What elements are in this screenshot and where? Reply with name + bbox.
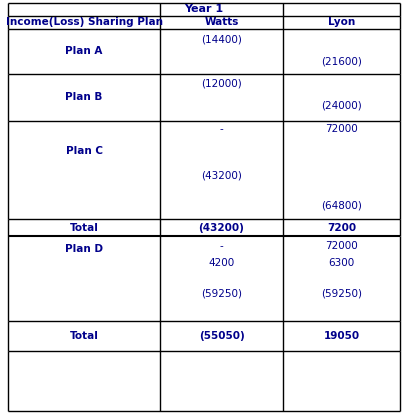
Text: Plan A: Plan A xyxy=(65,47,103,57)
Text: Plan D: Plan D xyxy=(65,244,103,254)
Text: (59250): (59250) xyxy=(321,289,362,299)
Text: (59250): (59250) xyxy=(201,289,242,299)
Text: Total: Total xyxy=(70,331,98,341)
Text: (43200): (43200) xyxy=(199,222,245,233)
Text: Total: Total xyxy=(70,222,98,233)
Text: Income(Loss) Sharing Plan: Income(Loss) Sharing Plan xyxy=(6,18,162,28)
Text: (43200): (43200) xyxy=(201,171,242,181)
Text: (55050): (55050) xyxy=(199,331,244,341)
Text: 7200: 7200 xyxy=(327,222,356,233)
Text: Plan C: Plan C xyxy=(66,146,103,156)
Text: Year 1: Year 1 xyxy=(184,5,223,15)
Text: 72000: 72000 xyxy=(325,124,358,134)
Text: 19050: 19050 xyxy=(324,331,359,341)
Text: (64800): (64800) xyxy=(321,201,362,211)
Text: Lyon: Lyon xyxy=(328,18,355,28)
Text: (21600): (21600) xyxy=(321,56,362,66)
Text: (24000): (24000) xyxy=(321,101,362,111)
Text: 6300: 6300 xyxy=(328,258,354,268)
Text: -: - xyxy=(220,124,223,134)
Text: Watts: Watts xyxy=(204,18,239,28)
Text: 72000: 72000 xyxy=(325,241,358,251)
Text: 4200: 4200 xyxy=(208,258,234,268)
Text: -: - xyxy=(220,241,223,251)
Text: Plan B: Plan B xyxy=(65,93,103,103)
Text: (12000): (12000) xyxy=(201,78,242,88)
Text: (14400): (14400) xyxy=(201,35,242,45)
